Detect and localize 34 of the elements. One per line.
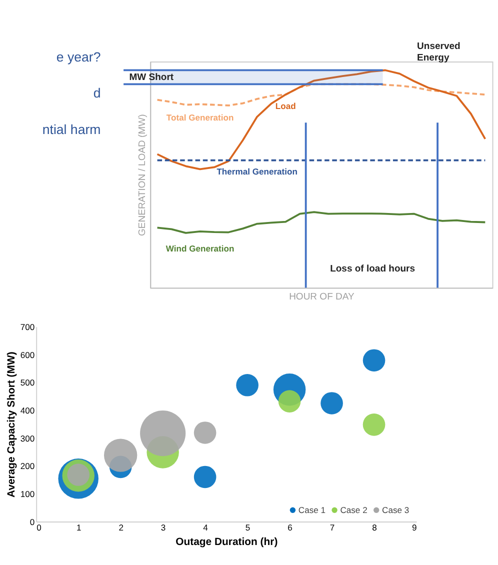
y-tick-label: 600 — [20, 350, 35, 360]
x-tick-label: 5 — [245, 522, 250, 533]
x-tick-label: 4 — [203, 522, 208, 533]
series-label: Load — [275, 100, 296, 111]
x-tick-label: 3 — [160, 522, 166, 533]
band-label: MW Short — [129, 72, 174, 84]
series-label: Thermal Generation — [216, 166, 298, 177]
y-tick-label: 100 — [20, 489, 35, 500]
text: ntial harm — [42, 122, 101, 137]
x-axis-title: Outage Duration (hr) — [176, 536, 278, 548]
legend-label: Case 1 — [298, 504, 326, 515]
series-label: Wind Generation — [166, 243, 234, 254]
y-tick-label: 200 — [20, 461, 35, 472]
y-tick-label: 300 — [20, 433, 35, 444]
y-tick-label: 400 — [20, 406, 35, 416]
x-tick-label: 2 — [118, 522, 124, 533]
legend-label: Case 2 — [340, 504, 368, 515]
text: Unserved Energy — [417, 41, 461, 64]
annotation: Loss of load hours — [330, 264, 416, 275]
series-label: Total Generation — [166, 112, 234, 122]
x-tick-label: 6 — [288, 522, 293, 533]
x-axis-title: HOUR OF DAY — [289, 292, 355, 303]
legend-label: Case 3 — [382, 504, 410, 515]
y-tick-label: 700 — [20, 322, 35, 332]
x-tick-label: 1 — [76, 522, 82, 533]
text: d — [93, 86, 101, 101]
text: e year? — [56, 50, 101, 65]
y-tick-label: 500 — [20, 378, 35, 388]
x-tick-label: 0 — [36, 522, 42, 533]
y-axis-title: GENERATION / LOAD (MW) — [136, 114, 148, 236]
x-tick-label: 9 — [412, 522, 417, 533]
y-axis-title: Average Capacity Short (MW) — [6, 352, 18, 498]
x-tick-label: 7 — [330, 522, 335, 533]
x-tick-label: 8 — [372, 522, 378, 533]
